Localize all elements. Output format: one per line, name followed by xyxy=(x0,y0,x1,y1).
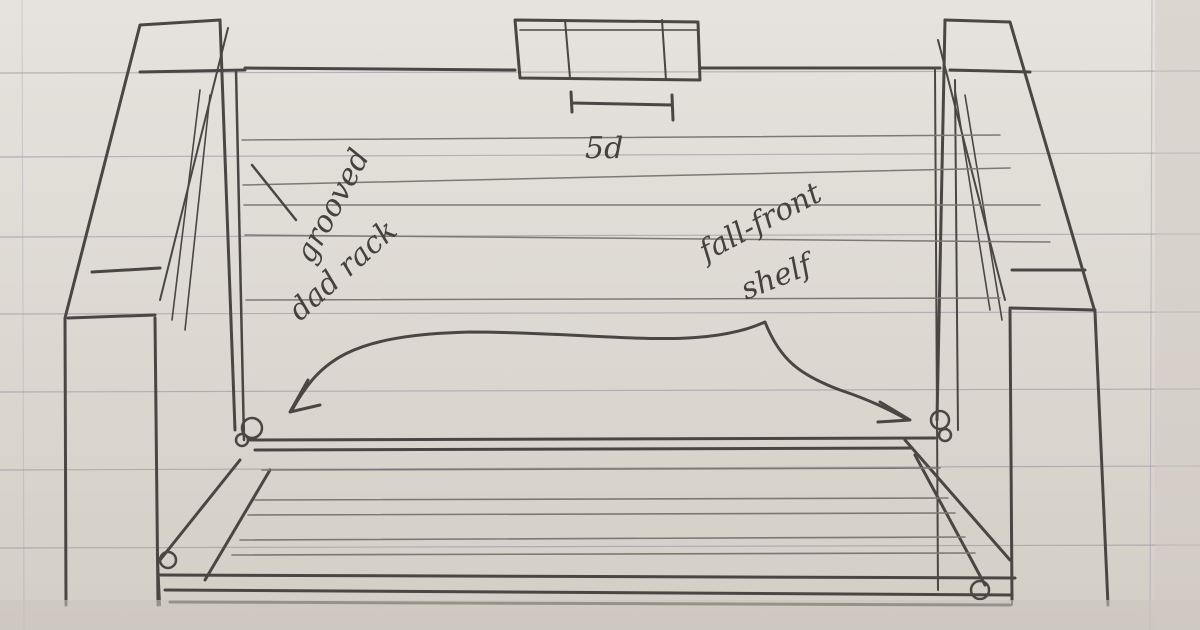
back-top-rail xyxy=(243,66,942,72)
left-leader-line xyxy=(250,163,298,222)
hinge-marks xyxy=(158,409,991,601)
dado-grooves-left xyxy=(241,134,1051,301)
dimension-label: 5d xyxy=(585,131,623,166)
right-edge-shadow xyxy=(1155,0,1200,630)
fall-front-arrow xyxy=(288,320,912,424)
bottom-shadow xyxy=(0,600,1200,630)
top-block xyxy=(513,18,702,82)
right-annotation-line1: fall-front xyxy=(692,175,829,270)
right-end-panel xyxy=(934,18,1110,607)
shelf-front xyxy=(157,436,1017,607)
left-end-panel xyxy=(63,18,247,607)
dimension-marker xyxy=(569,90,675,122)
shelf-board-lines xyxy=(231,467,976,556)
